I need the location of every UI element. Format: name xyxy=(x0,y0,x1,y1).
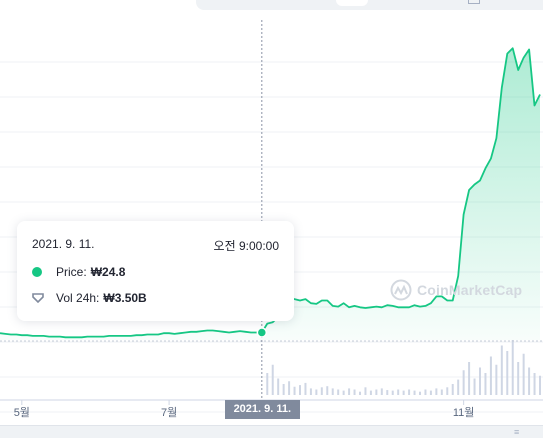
range-selector-icon[interactable] xyxy=(468,0,480,4)
price-line xyxy=(0,47,541,339)
volume-bar xyxy=(397,389,400,395)
volume-bars xyxy=(266,340,541,395)
volume-bar xyxy=(435,388,438,395)
volume-bar xyxy=(331,388,334,395)
tooltip-price-value: ₩24.8 xyxy=(90,265,126,279)
tooltip-volume-label: Vol 24h: xyxy=(56,291,100,305)
volume-bar xyxy=(468,362,471,395)
volume-bar xyxy=(495,364,498,395)
range-selector-active-segment[interactable] xyxy=(336,0,368,6)
volume-bar xyxy=(375,389,378,395)
range-handle-icon[interactable]: ≡ xyxy=(514,427,520,437)
volume-bar xyxy=(271,364,274,395)
volume-bar xyxy=(364,387,367,395)
volume-bar xyxy=(429,390,432,395)
volume-bar xyxy=(348,388,351,395)
volume-bar xyxy=(440,389,443,395)
volume-bar xyxy=(511,340,514,395)
volume-bar xyxy=(315,389,318,395)
x-tick-label: 11월 xyxy=(453,406,475,419)
volume-bar xyxy=(506,351,509,395)
volume-bar xyxy=(380,388,383,395)
tooltip-date: 2021. 9. 11. xyxy=(32,237,95,251)
volume-bar xyxy=(288,381,291,395)
volume-bar xyxy=(408,389,411,395)
volume-bar xyxy=(304,382,307,395)
volume-bar xyxy=(391,390,394,395)
volume-bar xyxy=(359,391,361,395)
volume-bar xyxy=(413,390,416,395)
volume-bar xyxy=(522,353,525,395)
volume-bar xyxy=(326,386,329,395)
tooltip-price-label: Price: xyxy=(56,265,87,279)
volume-bar xyxy=(539,375,541,395)
volume-bar xyxy=(419,391,421,395)
volume-bar xyxy=(489,356,492,395)
volume-bar xyxy=(337,389,340,395)
shield-icon xyxy=(32,293,44,303)
x-tick-label: 5월 xyxy=(14,406,30,419)
crosshair-point xyxy=(256,327,268,338)
volume-bar xyxy=(293,386,296,395)
dot-icon xyxy=(32,267,42,277)
volume-bar xyxy=(446,387,449,395)
watermark: CoinMarketCap xyxy=(390,279,522,301)
volume-bar xyxy=(479,367,481,395)
volume-bar xyxy=(402,390,405,395)
volume-bar xyxy=(451,384,454,395)
tooltip-time: 오전 9:00:00 xyxy=(213,239,279,253)
tooltip-volume-row: Vol 24h: ₩3.50B xyxy=(32,291,147,305)
volume-bar xyxy=(266,373,269,395)
volume-bar xyxy=(320,387,323,395)
watermark-text: CoinMarketCap xyxy=(417,282,523,298)
volume-bar xyxy=(369,390,372,395)
volume-bar xyxy=(462,370,465,395)
x-axis-active-date: 2021. 9. 11. xyxy=(224,400,300,419)
volume-bar xyxy=(528,367,531,395)
crosshair xyxy=(256,20,268,400)
coinmarketcap-logo-icon xyxy=(390,279,412,301)
volume-bar xyxy=(282,384,285,395)
volume-bar xyxy=(473,378,476,395)
volume-bar xyxy=(424,389,427,395)
volume-bar xyxy=(533,373,536,395)
volume-bar xyxy=(517,362,520,395)
volume-bar xyxy=(353,389,356,395)
tooltip-volume-value: ₩3.50B xyxy=(103,291,147,305)
price-area xyxy=(0,48,540,340)
volume-bar xyxy=(457,379,460,395)
volume-bar xyxy=(342,390,345,395)
price-area-layer xyxy=(0,47,543,342)
volume-bar xyxy=(386,390,389,395)
range-navigator[interactable]: ≡ xyxy=(0,425,543,438)
volume-bar xyxy=(309,388,312,395)
chart-tooltip: 2021. 9. 11. 오전 9:00:00 Price: ₩24.8 Vol… xyxy=(17,221,294,321)
volume-bar xyxy=(299,385,301,395)
volume-bar xyxy=(277,378,280,395)
volume-bar xyxy=(484,373,487,395)
chart-grid xyxy=(0,61,543,413)
x-tick-label: 7월 xyxy=(161,406,177,419)
range-selector-strip[interactable] xyxy=(196,0,543,10)
tooltip-price-row: Price: ₩24.8 xyxy=(32,265,125,279)
volume-bar xyxy=(500,345,503,395)
